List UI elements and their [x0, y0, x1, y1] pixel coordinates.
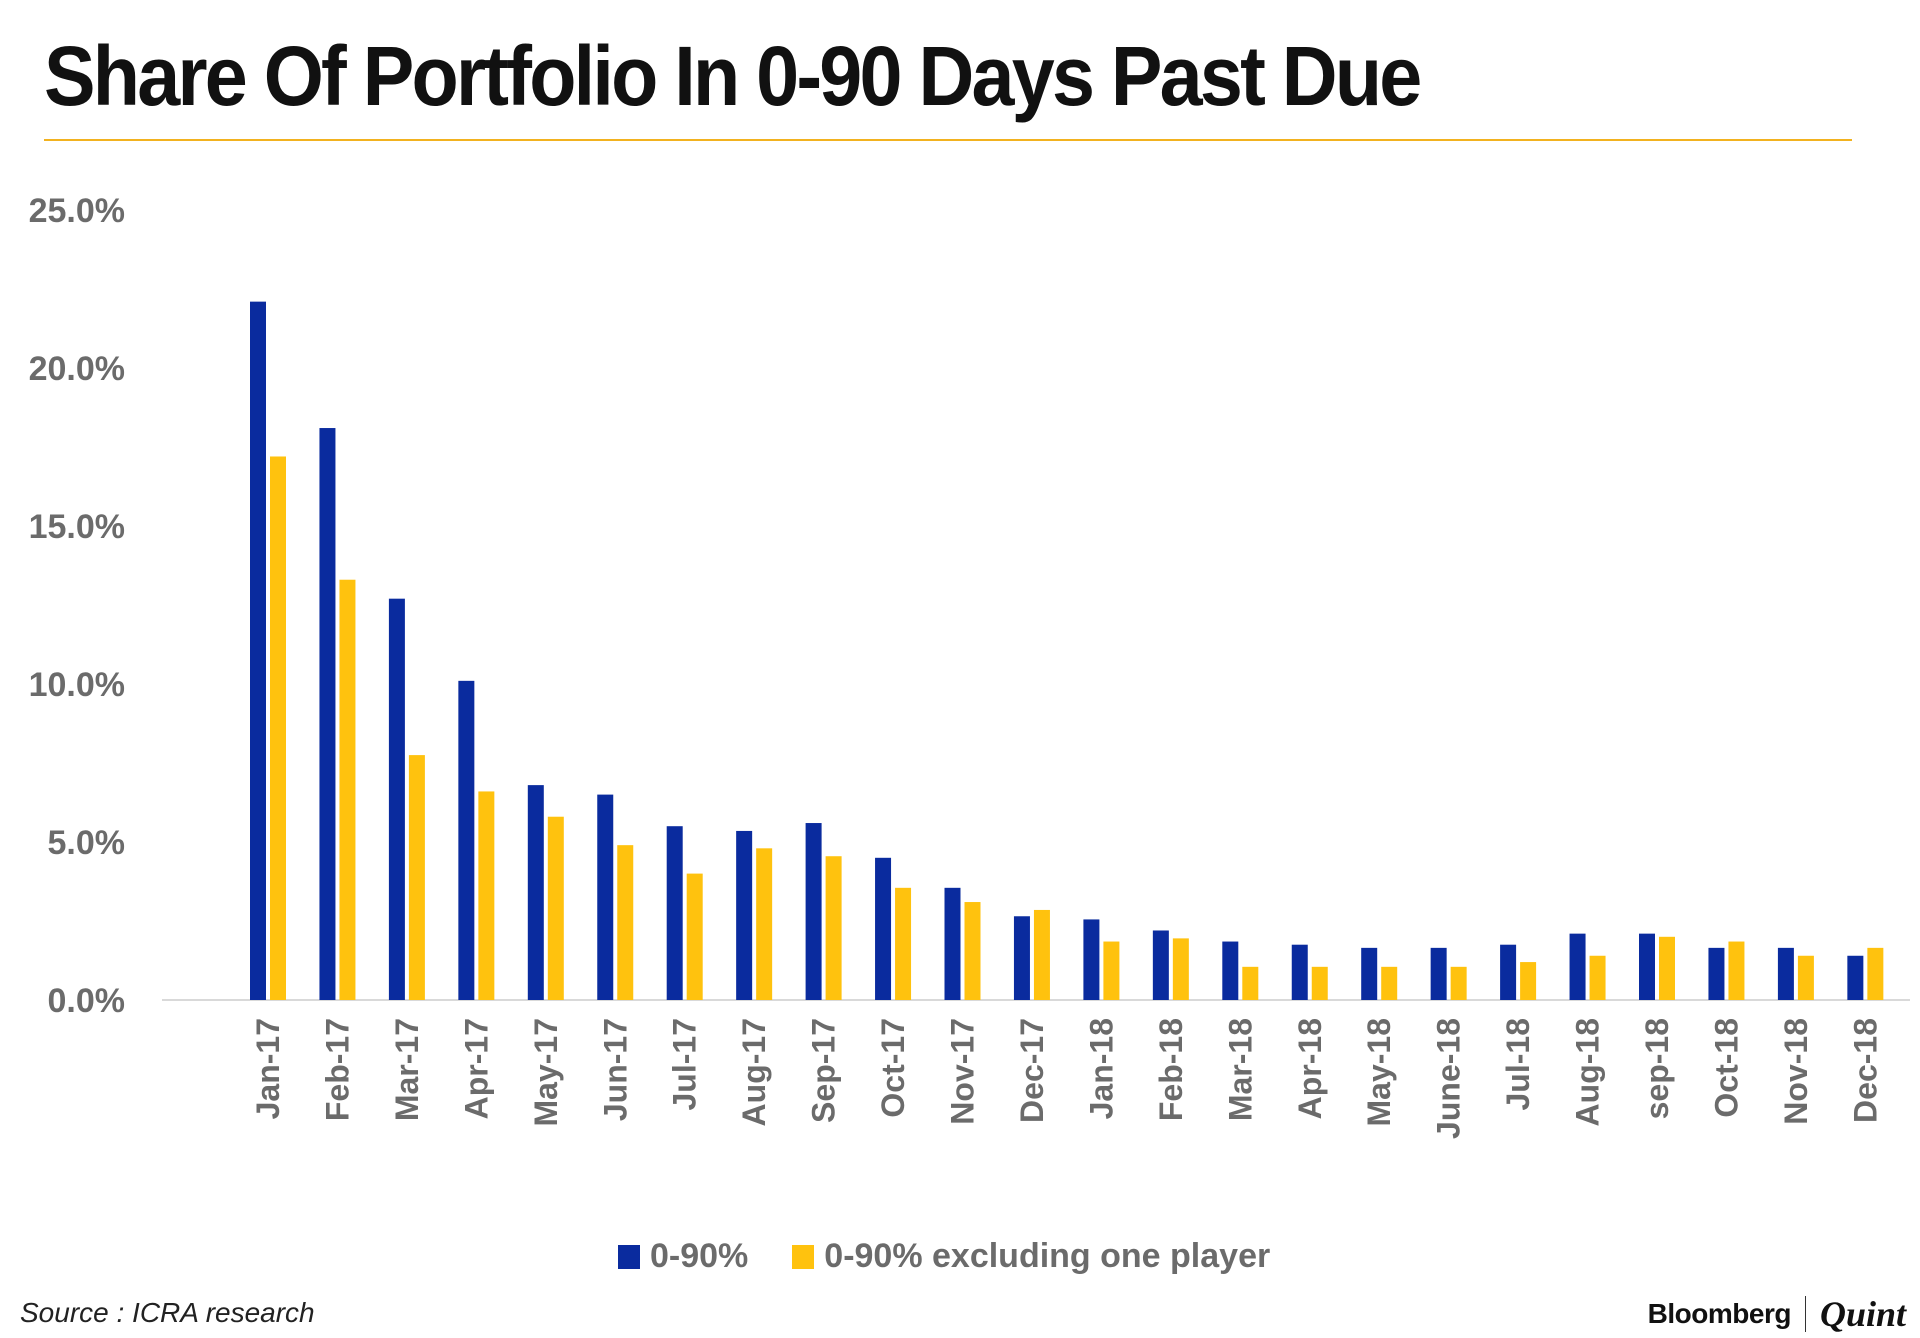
bar-series-2: [478, 791, 495, 1000]
bar-series-1: [1708, 947, 1725, 1000]
bar-series-2: [1172, 938, 1189, 1000]
brand-separator: [1804, 1296, 1806, 1332]
x-tick-label: Dec-18: [1847, 1018, 1883, 1123]
bars-layer: [250, 301, 1884, 1001]
bar-series-2: [964, 902, 981, 1000]
bar-series-2: [895, 887, 912, 1000]
bar-series-1: [1847, 955, 1864, 1000]
bar-series-2: [1797, 955, 1814, 1000]
legend-swatch-series-1: [618, 1244, 640, 1269]
bar-series-1: [1500, 944, 1517, 1000]
bar-series-1: [1639, 933, 1655, 1000]
legend-label-series-2: 0-90% excluding one player: [824, 1237, 1271, 1275]
chart-title: Share Of Portfolio In 0-90 Days Past Due: [44, 29, 1422, 123]
bar-series-1: [319, 428, 336, 1000]
bar-series-1: [1291, 944, 1308, 1000]
bar-series-1: [1083, 919, 1100, 1000]
source-note: Source : ICRA research: [20, 1297, 315, 1328]
y-tick-label: 25.0%: [29, 192, 125, 230]
x-tick-label: Jul-17: [667, 1018, 703, 1110]
bar-series-1: [1569, 933, 1586, 1000]
bar-series-1: [1013, 916, 1030, 1000]
bar-series-2: [1520, 962, 1537, 1000]
bar-series-2: [1311, 966, 1328, 1000]
bar-series-2: [617, 845, 634, 1000]
bar-series-2: [1728, 941, 1745, 1000]
x-tick-label: June-18: [1431, 1018, 1467, 1139]
bar-series-1: [1361, 947, 1378, 1000]
y-tick-label: 10.0%: [29, 666, 125, 704]
bar-series-2: [686, 873, 703, 1000]
x-tick-label: Jul-18: [1500, 1018, 1536, 1110]
bar-series-1: [597, 794, 614, 1000]
y-tick-label: 0.0%: [48, 982, 126, 1020]
bar-series-2: [1103, 941, 1120, 1000]
bar-series-1: [527, 785, 544, 1000]
x-tick-label: May-17: [528, 1018, 564, 1127]
x-tick-label: Dec-17: [1014, 1018, 1050, 1123]
brand-secondary: Quint: [1819, 1294, 1906, 1334]
legend-item-series-2: 0-90% excluding one player: [792, 1237, 1270, 1276]
bar-series-2: [825, 856, 842, 1000]
title-divider: [44, 139, 1852, 141]
x-tick-label: Feb-17: [319, 1018, 355, 1121]
x-tick-label: Oct-17: [875, 1018, 911, 1118]
bar-series-2: [270, 456, 286, 1001]
x-tick-label: Nov-17: [945, 1018, 981, 1125]
bar-series-2: [1450, 966, 1467, 1000]
legend-label-series-1: 0-90%: [650, 1237, 749, 1275]
x-tick-label: Mar-18: [1222, 1018, 1258, 1121]
bar-series-1: [1152, 930, 1169, 1000]
x-tick-label: sep-18: [1639, 1018, 1675, 1119]
bar-series-1: [875, 857, 892, 1000]
bar-series-2: [1589, 955, 1606, 1000]
bar-series-1: [388, 598, 405, 1000]
x-tick-label: Apr-18: [1292, 1018, 1328, 1119]
x-tick-label: Aug-18: [1570, 1018, 1606, 1126]
bar-series-2: [1659, 936, 1675, 1000]
legend-swatch-series-2: [792, 1244, 815, 1269]
x-tick-label: Jun-17: [597, 1018, 633, 1121]
x-tick-label: Aug-17: [736, 1018, 772, 1126]
y-tick-label: 20.0%: [29, 350, 125, 388]
bar-series-2: [1381, 966, 1398, 1000]
x-tick-label: Jan-17: [250, 1018, 286, 1119]
x-tick-label: May-18: [1361, 1018, 1397, 1127]
y-tick-label: 5.0%: [48, 824, 126, 862]
x-tick-label: Feb-18: [1153, 1018, 1189, 1121]
x-tick-label: Sep-17: [806, 1018, 842, 1123]
bar-series-2: [1242, 966, 1259, 1000]
bar-series-1: [250, 301, 266, 1000]
bar-series-1: [944, 887, 961, 1000]
y-tick-label: 15.0%: [29, 508, 125, 546]
bar-series-1: [1777, 947, 1794, 1000]
bar-series-2: [1867, 947, 1884, 1000]
x-tick-label: Oct-18: [1708, 1018, 1744, 1118]
chart-legend: 0-90% 0-90% excluding one player: [618, 1237, 1314, 1276]
legend-item-series-1: 0-90%: [618, 1237, 748, 1276]
bar-series-2: [408, 755, 425, 1000]
x-tick-label: Nov-18: [1778, 1018, 1814, 1125]
bar-series-1: [736, 830, 753, 1000]
bar-series-2: [756, 848, 773, 1000]
bar-series-1: [805, 823, 822, 1000]
x-tick-label: Apr-17: [458, 1018, 494, 1119]
bar-series-2: [339, 579, 356, 1000]
x-tick-label: Jan-18: [1083, 1018, 1119, 1119]
bar-series-1: [1222, 941, 1239, 1000]
x-tick-label: Mar-17: [389, 1018, 425, 1121]
brand-logo: Bloomberg Quint: [1648, 1293, 1906, 1335]
bar-series-1: [666, 826, 683, 1000]
brand-primary: Bloomberg: [1647, 1298, 1792, 1329]
labels-layer: 0.0% 5.0% 10.0% 15.0% 20.0% 25.0% Jan-17 Feb-17…: [29, 192, 1884, 1139]
bar-series-2: [547, 816, 564, 1000]
bar-series-1: [458, 680, 475, 1000]
bar-series-2: [1033, 909, 1050, 1000]
bar-series-1: [1430, 947, 1447, 1000]
